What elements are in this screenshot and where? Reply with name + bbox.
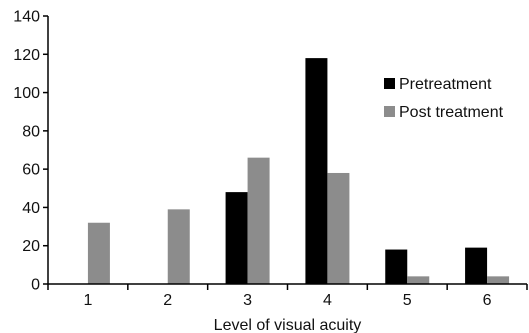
bar-post-treatment-2 [167,209,190,284]
y-tick-label: 140 [13,9,40,26]
y-tick-label: 100 [13,85,40,102]
bar-post-treatment-5 [407,276,430,284]
x-tick-label: 1 [83,292,92,309]
legend-label: Post treatment [399,104,504,121]
legend: Pretreatment Post treatment [384,76,504,121]
y-tick-label: 40 [22,200,40,217]
bar-pretreatment-5 [385,249,408,284]
y-tick-label: 80 [22,123,40,140]
bar-pretreatment-3 [225,192,248,284]
x-tick-label: 2 [163,292,172,309]
legend-swatch [384,78,395,89]
bar-pretreatment-6 [465,247,488,284]
x-ticks-group: 1 2 3 4 5 6 [47,284,528,309]
y-tick-label: 60 [22,162,40,179]
bars-group [87,58,510,284]
bar-post-treatment-4 [327,172,350,284]
x-tick-label: 4 [323,292,332,309]
x-tick-label: 5 [403,292,412,309]
bar-post-treatment-1 [87,222,110,284]
legend-label: Pretreatment [399,76,492,93]
legend-swatch [384,106,395,117]
x-tick-label: 3 [243,292,252,309]
y-tick-label: 20 [22,238,40,255]
y-ticks-group: 0 20 40 60 80 100 120 140 [13,9,48,294]
bar-pretreatment-4 [305,58,328,284]
y-tick-label: 0 [31,277,40,294]
y-tick-label: 120 [13,47,40,64]
bar-post-treatment-6 [487,276,510,284]
x-tick-label: 6 [483,292,492,309]
x-axis-label: Level of visual acuity [214,317,362,333]
bar-post-treatment-3 [247,157,270,284]
